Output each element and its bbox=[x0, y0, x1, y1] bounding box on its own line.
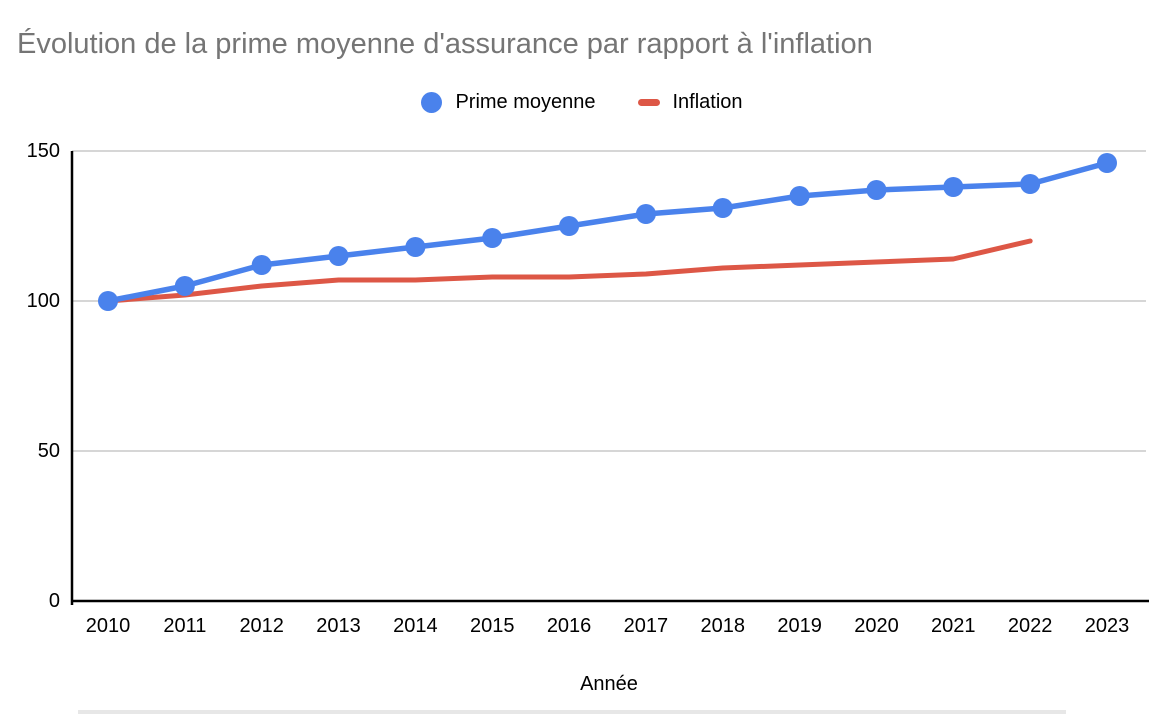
data-point-2011 bbox=[174, 276, 195, 296]
data-point-2015 bbox=[482, 228, 503, 248]
y-tick-label-150: 150 bbox=[26, 140, 60, 162]
x-tick-label-2012: 2012 bbox=[239, 615, 284, 637]
legend-label-inflation: Inflation bbox=[672, 90, 743, 113]
y-tick-label-50: 50 bbox=[37, 440, 60, 462]
series-line-inflation bbox=[105, 238, 1033, 304]
data-point-2020 bbox=[866, 180, 887, 200]
y-tick-label-100: 100 bbox=[26, 290, 60, 312]
y-tick-label-0: 0 bbox=[48, 590, 60, 612]
data-point-2016 bbox=[559, 216, 580, 236]
bottom-edge-artifact bbox=[78, 710, 1066, 714]
data-point-2010 bbox=[98, 291, 118, 311]
x-tick-label-2017: 2017 bbox=[623, 615, 669, 637]
data-point-2012 bbox=[251, 255, 272, 275]
x-tick-label-2016: 2016 bbox=[546, 615, 592, 637]
x-tick-label-2020: 2020 bbox=[854, 615, 899, 637]
x-tick-label-2021: 2021 bbox=[931, 615, 976, 637]
data-point-2022 bbox=[1020, 174, 1041, 194]
dash-marker-icon bbox=[637, 98, 660, 106]
legend-item-prime-moyenne: Prime moyenne bbox=[421, 90, 596, 114]
data-point-2018 bbox=[712, 198, 733, 218]
x-tick-label-2013: 2013 bbox=[316, 615, 361, 637]
x-axis-title: Année bbox=[580, 673, 638, 695]
legend-item-inflation: Inflation bbox=[637, 90, 743, 114]
data-point-2017 bbox=[635, 204, 656, 224]
x-tick-label-2023: 2023 bbox=[1084, 615, 1130, 637]
x-tick-label-2014: 2014 bbox=[393, 615, 438, 637]
legend: Prime moyenne Inflation bbox=[0, 88, 1150, 116]
x-tick-label-2019: 2019 bbox=[777, 615, 822, 637]
x-tick-label-2018: 2018 bbox=[700, 615, 746, 637]
series-line-prime-moyenne bbox=[105, 160, 1110, 304]
data-point-2021 bbox=[943, 177, 964, 197]
legend-label-prime-moyenne: Prime moyenne bbox=[455, 90, 596, 113]
data-point-2013 bbox=[328, 246, 349, 266]
chart-title: Évolution de la prime moyenne d'assuranc… bbox=[17, 28, 873, 60]
data-point-2014 bbox=[405, 237, 426, 257]
x-tick-label-2010: 2010 bbox=[85, 615, 131, 637]
data-point-2019 bbox=[789, 186, 810, 206]
x-tick-label-2015: 2015 bbox=[469, 615, 515, 637]
circle-marker-icon bbox=[421, 91, 443, 113]
data-point-2023 bbox=[1097, 153, 1117, 173]
x-tick-label-2011: 2011 bbox=[163, 615, 207, 637]
x-tick-label-2022: 2022 bbox=[1007, 615, 1053, 637]
